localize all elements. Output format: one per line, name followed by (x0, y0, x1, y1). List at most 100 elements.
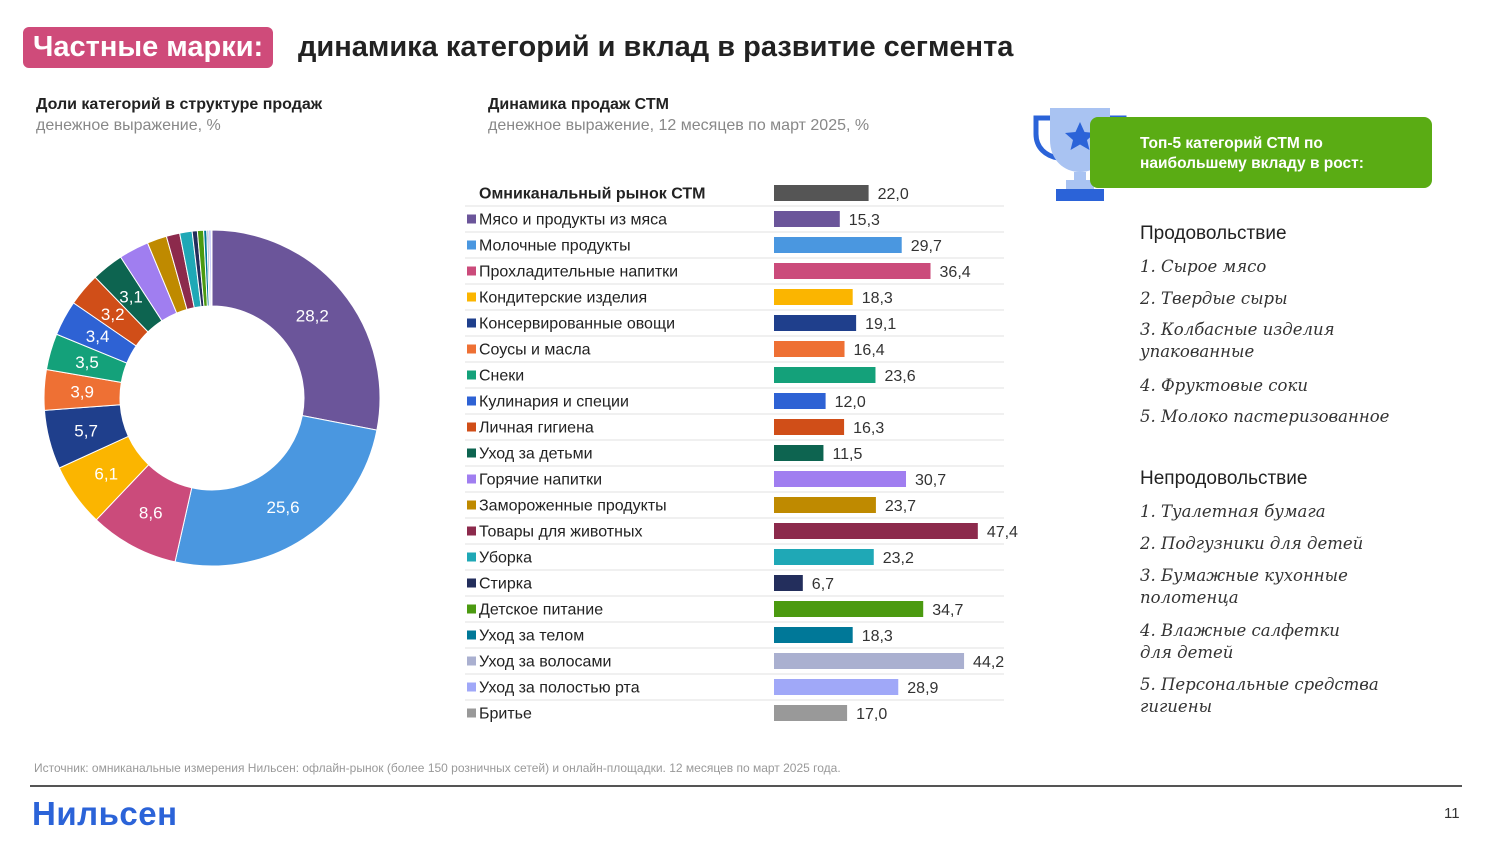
donut-slice-0 (211, 229, 381, 431)
bar-16 (774, 601, 924, 617)
bar-label-7: Снеки (479, 368, 524, 385)
donut-slice-1 (174, 414, 378, 567)
legend-marker-16 (467, 604, 476, 614)
top5-banner-text: Топ-5 категорий СТМ по наибольшему вклад… (1140, 135, 1364, 172)
nonfood-item-1: 1. Туалетная бумага (1140, 502, 1326, 521)
bar-value-3: 36,4 (940, 264, 971, 281)
bar-2 (774, 237, 902, 253)
donut-chart: 28,2 25,6 8,6 6,1 5,7 3,9 3,5 3,4 3,23,1 (43, 229, 381, 567)
bar-value-6: 16,4 (854, 342, 885, 359)
legend-marker-7 (467, 370, 476, 380)
bar-17 (774, 627, 853, 643)
bar-value-2: 29,7 (911, 238, 942, 255)
bar-7 (774, 367, 876, 383)
bar-label-12: Замороженные продукты (479, 498, 667, 515)
food-item-1: 1. Сырое мясо (1140, 257, 1267, 276)
donut-label-7: 3,4 (86, 327, 110, 346)
legend-marker-3 (467, 266, 476, 276)
bar-label-14: Уборка (479, 550, 532, 567)
bar-label-18: Уход за волосами (479, 654, 611, 671)
legend-marker-1 (467, 214, 476, 224)
bar-14 (774, 549, 874, 565)
donut-label-6: 3,5 (75, 353, 99, 372)
bar-chart: Омниканальный рынок СТМ 22,0 Мясо и продук… (465, 185, 1018, 723)
bar-label-11: Горячие напитки (479, 472, 602, 489)
nielsen-logo: Нильсен (32, 795, 178, 832)
nonfood-item-2: 2. Подгузники для детей (1140, 534, 1364, 553)
bar-9 (774, 419, 845, 435)
bar-value-5: 19,1 (865, 316, 896, 333)
source-note: Источник: омниканальные измерения Нильсе… (34, 761, 841, 775)
bar-label-3: Прохладительные напитки (479, 264, 678, 281)
bar-5 (774, 315, 857, 331)
bar-18 (774, 653, 965, 669)
bar-value-11: 30,7 (915, 472, 946, 489)
food-item-5: 5. Молоко пастеризованное (1140, 407, 1390, 426)
bar-value-17: 18,3 (862, 628, 893, 645)
bar-value-9: 16,3 (853, 420, 884, 437)
food-item-3: 3. Колбасные изделия упакованные (1140, 320, 1335, 361)
donut-title: Доли категорий в структуре продаж (36, 96, 323, 113)
donut-label-3: 6,1 (94, 465, 118, 484)
bar-value-19: 28,9 (907, 680, 938, 697)
bar-value-13: 47,4 (987, 524, 1018, 541)
bar-8 (774, 393, 826, 409)
food-heading: Продовольствие (1140, 223, 1287, 244)
food-item-2: 2. Твердые сыры (1140, 289, 1288, 308)
bar-label-19: Уход за полостью рта (479, 680, 640, 697)
bar-value-18: 44,2 (973, 654, 1004, 671)
bar-label-1: Мясо и продукты из мяса (479, 212, 667, 229)
donut-label-9: 3,1 (119, 287, 143, 306)
bar-11 (774, 471, 907, 487)
page-number: 11 (1444, 805, 1460, 822)
page-title: динамика категорий и вклад в развитие се… (298, 31, 1014, 63)
donut-label-0: 28,2 (296, 306, 329, 325)
bar-value-1: 15,3 (849, 212, 880, 229)
bar-value-12: 23,7 (885, 498, 916, 515)
top5-banner (1090, 117, 1432, 188)
legend-marker-5 (467, 318, 476, 328)
nonfood-item-5: 5. Персональные средства гигиены (1140, 675, 1379, 716)
bar-value-16: 34,7 (932, 602, 963, 619)
legend-marker-10 (467, 448, 476, 458)
bar-label-5: Консервированные овощи (479, 316, 675, 333)
bar-value-8: 12,0 (835, 394, 866, 411)
bar-value-10: 11,5 (832, 446, 862, 463)
legend-marker-9 (467, 422, 476, 432)
legend-marker-18 (467, 656, 476, 666)
legend-marker-12 (467, 500, 476, 510)
bar-label-6: Соусы и масла (479, 342, 591, 359)
donut-label-5: 3,9 (70, 383, 94, 402)
legend-marker-6 (467, 344, 476, 354)
bar-label-4: Кондитерские изделия (479, 290, 647, 307)
nonfood-item-3: 3. Бумажные кухонные полотенца (1140, 566, 1348, 607)
bar-value-15: 6,7 (812, 576, 834, 593)
bar-19 (774, 679, 899, 695)
bar-label-0: Омниканальный рынок СТМ (479, 186, 705, 203)
legend-marker-8 (467, 396, 476, 406)
bar-label-2: Молочные продукты (479, 238, 631, 255)
donut-label-2: 8,6 (139, 504, 163, 523)
legend-marker-15 (467, 578, 476, 588)
legend-marker-17 (467, 630, 476, 640)
nonfood-heading: Непродовольствие (1140, 468, 1308, 489)
donut-subtitle: денежное выражение, % (36, 117, 221, 134)
bar-6 (774, 341, 845, 357)
legend-marker-2 (467, 240, 476, 250)
bar-13 (774, 523, 978, 539)
bar-value-20: 17,0 (856, 706, 887, 723)
bar-label-9: Личная гигиена (479, 420, 594, 437)
donut-slice-19 (210, 229, 213, 307)
bar-12 (774, 497, 876, 513)
bar-4 (774, 289, 853, 305)
bar-value-0: 22,0 (878, 186, 909, 203)
legend-marker-20 (467, 708, 476, 718)
legend-marker-13 (467, 526, 476, 536)
bar-value-14: 23,2 (883, 550, 914, 567)
bar-label-15: Стирка (479, 576, 532, 593)
donut-label-8: 3,2 (101, 305, 125, 324)
legend-marker-19 (467, 682, 476, 692)
bar-value-4: 18,3 (862, 290, 893, 307)
bar-15 (774, 575, 803, 591)
legend-marker-4 (467, 292, 476, 302)
